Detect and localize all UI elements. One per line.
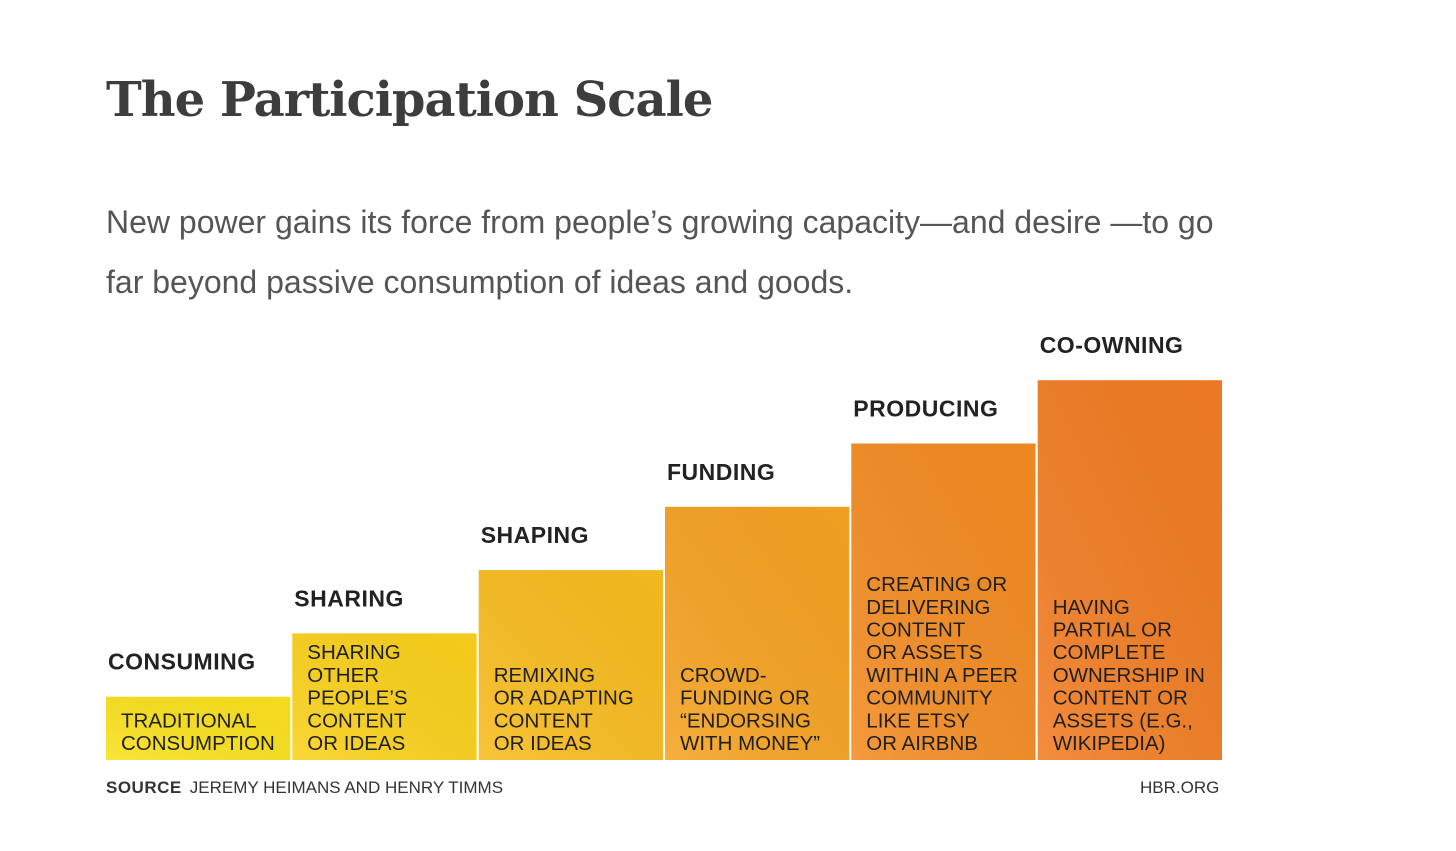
description-line-consuming-1: TRADITIONAL <box>121 709 257 732</box>
source-text: JEREMY HEIMANS AND HENRY TIMMS <box>189 778 504 797</box>
description-line-co-owning-1: HAVING <box>1053 596 1130 619</box>
category-label-co-owning: CO-OWNING <box>1040 332 1184 358</box>
description-line-co-owning-2: PARTIAL OR <box>1053 619 1172 642</box>
description-line-producing-5: WITHIN A PEER <box>866 664 1018 687</box>
description-line-producing-1: CREATING OR <box>866 573 1007 596</box>
bar-shade-producing <box>851 443 1036 760</box>
description-line-shaping-3: CONTENT <box>494 709 594 732</box>
description-line-sharing-4: CONTENT <box>307 709 407 732</box>
description-line-co-owning-4: OWNERSHIP IN <box>1053 664 1205 687</box>
description-line-producing-8: OR AIRBNB <box>866 732 978 755</box>
source-label: SOURCE <box>106 778 182 797</box>
category-label-funding: FUNDING <box>667 459 775 485</box>
description-line-sharing-5: OR IDEAS <box>307 732 405 755</box>
description-line-co-owning-5: CONTENT OR <box>1053 687 1188 710</box>
description-line-producing-4: OR ASSETS <box>866 641 982 664</box>
description-line-shaping-2: OR ADAPTING <box>494 687 634 710</box>
description-line-co-owning-3: COMPLETE <box>1053 641 1166 664</box>
category-label-consuming: CONSUMING <box>108 649 256 675</box>
bar-shade-sharing <box>292 633 477 760</box>
description-line-funding-2: FUNDING OR <box>680 687 810 710</box>
site-credit: HBR.ORG <box>1140 778 1220 797</box>
description-line-co-owning-7: WIKIPEDIA) <box>1053 732 1166 755</box>
description-line-funding-1: CROWD- <box>680 664 767 687</box>
category-label-producing: PRODUCING <box>853 396 998 422</box>
description-line-funding-3: “ENDORSING <box>680 709 811 732</box>
description-line-producing-3: CONTENT <box>866 619 966 642</box>
bar-shade-consuming <box>106 696 291 760</box>
chart-subtitle: New power gains its force from people’s … <box>106 204 1214 300</box>
category-label-shaping: SHAPING <box>481 522 589 548</box>
source-credit: SOURCE JEREMY HEIMANS AND HENRY TIMMS <box>106 778 503 798</box>
description-line-funding-4: WITH MONEY” <box>680 732 820 755</box>
description-line-shaping-4: OR IDEAS <box>494 732 592 755</box>
description-line-producing-2: DELIVERING <box>866 596 990 619</box>
description-line-sharing-2: OTHER <box>307 664 379 687</box>
description-line-producing-6: COMMUNITY <box>866 687 993 710</box>
bar-shade-co-owning <box>1037 380 1222 760</box>
description-line-sharing-1: SHARING <box>307 641 400 664</box>
chart-title: The Participation Scale <box>106 72 713 128</box>
category-label-sharing: SHARING <box>294 585 404 611</box>
bar-shade-funding <box>665 506 850 760</box>
description-line-co-owning-6: ASSETS (E.G., <box>1053 709 1193 732</box>
bar-shade-shaping <box>478 570 663 760</box>
description-line-producing-7: LIKE ETSY <box>866 709 970 732</box>
description-line-shaping-1: REMIXING <box>494 664 595 687</box>
description-line-consuming-2: CONSUMPTION <box>121 732 275 755</box>
description-line-sharing-3: PEOPLE’S <box>307 687 407 710</box>
